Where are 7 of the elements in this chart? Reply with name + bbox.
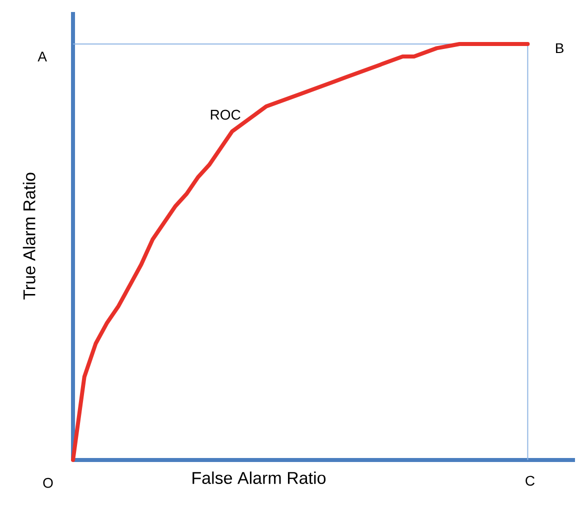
text: O [43, 478, 53, 488]
annotation: ROC [210, 110, 240, 120]
x-axis-title: False Alarm Ratio [192, 472, 326, 484]
y-axis-title: True Alarm Ratio [22, 172, 36, 300]
text: C [526, 476, 535, 486]
text: B [556, 43, 564, 53]
text: A [38, 52, 47, 62]
